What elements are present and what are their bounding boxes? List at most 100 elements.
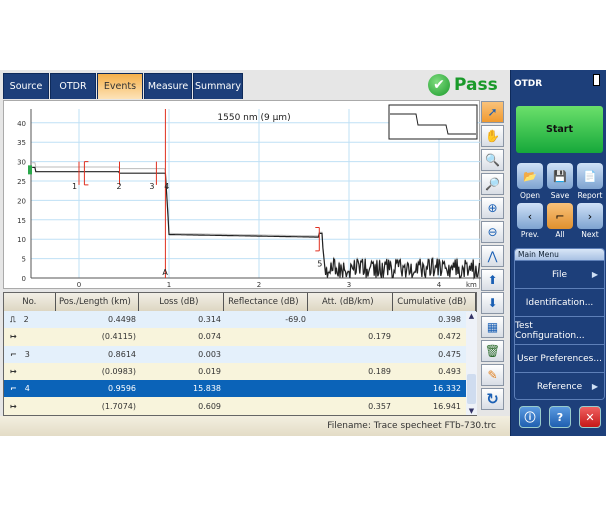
floppy-icon: 💾 bbox=[553, 170, 567, 183]
scroll-up-icon[interactable]: ▲ bbox=[466, 312, 477, 320]
zoom-event-icon[interactable]: ⋀ bbox=[481, 245, 504, 267]
table-row[interactable]: ⎍ 2 0.4498 0.314 -69.0 0.398 bbox=[4, 311, 476, 328]
menu-identification-label: Identification... bbox=[526, 298, 594, 308]
pass-status: ✔ Pass bbox=[428, 74, 498, 96]
battery-icon bbox=[593, 74, 600, 86]
save-button[interactable]: 💾 bbox=[547, 163, 573, 189]
folder-icon: 📂 bbox=[523, 170, 537, 183]
menu-user-preferences[interactable]: User Preferences... bbox=[515, 344, 604, 372]
event-label: 2 bbox=[117, 182, 122, 191]
cumulative-cell: 16.941 bbox=[395, 402, 465, 411]
col-pos[interactable]: Pos./Length (km) bbox=[56, 293, 139, 311]
zoom-area-icon[interactable]: 🔍 bbox=[481, 149, 504, 171]
exit-button[interactable]: ✕ bbox=[579, 406, 601, 428]
menu-test-configuration-label: Test Configuration... bbox=[515, 321, 604, 341]
scroll-down-icon[interactable]: ▼ bbox=[466, 407, 477, 415]
refresh-icon[interactable]: ↻ bbox=[481, 388, 504, 410]
col-reflectance[interactable]: Reflectance (dB) bbox=[224, 293, 308, 311]
otdr-trace bbox=[32, 167, 479, 278]
row-no-cell: ↦ bbox=[4, 367, 56, 376]
scroll-thumb[interactable] bbox=[467, 374, 476, 404]
event-label: 4 bbox=[164, 182, 169, 191]
loss-cell: 0.609 bbox=[140, 402, 225, 411]
menu-file[interactable]: File ▶ bbox=[515, 260, 604, 288]
event-label: 3 bbox=[149, 182, 154, 191]
tab-otdr[interactable]: OTDR bbox=[50, 73, 96, 99]
event-label: 1 bbox=[72, 182, 77, 191]
main-menu-header: Main Menu bbox=[515, 249, 604, 260]
y-tick-label: 35 bbox=[17, 139, 26, 147]
prev-button[interactable]: ‹ bbox=[517, 203, 543, 229]
cumulative-cell: 0.472 bbox=[395, 332, 465, 341]
cumulative-cell: 0.493 bbox=[395, 367, 465, 376]
event-number: 2 bbox=[24, 315, 29, 324]
x-tick-label: 0 bbox=[77, 281, 81, 289]
y-tick-label: 25 bbox=[17, 178, 26, 186]
tab-summary[interactable]: Summary bbox=[193, 73, 243, 99]
y-tick-label: 5 bbox=[22, 256, 26, 264]
row-no-cell: ↦ bbox=[4, 402, 56, 411]
menu-test-configuration[interactable]: Test Configuration... bbox=[515, 316, 604, 344]
move-down-icon[interactable]: ⬇ bbox=[481, 292, 504, 314]
col-att[interactable]: Att. (dB/km) bbox=[308, 293, 392, 311]
menu-identification[interactable]: Identification... bbox=[515, 288, 604, 316]
col-cumulative[interactable]: Cumulative (dB) bbox=[393, 293, 476, 311]
move-up-icon[interactable]: ⬆ bbox=[481, 269, 504, 291]
main-menu: Main Menu File ▶ Identification... Test C… bbox=[514, 248, 605, 400]
span-icon: ↦ bbox=[10, 402, 17, 411]
start-button[interactable]: Start bbox=[516, 106, 603, 153]
tab-events[interactable]: Events bbox=[97, 73, 143, 99]
row-no-cell: ⌐ 3 bbox=[4, 350, 56, 359]
event-number: 3 bbox=[25, 350, 30, 359]
col-no[interactable]: No. bbox=[4, 293, 56, 311]
zoom-fit-icon[interactable]: 🔎 bbox=[481, 173, 504, 195]
y-tick-label: 15 bbox=[17, 217, 26, 225]
non-reflective-event-icon: ⌐ bbox=[10, 384, 17, 393]
filename: Filename: Trace specheet FTb-730.trc bbox=[327, 421, 496, 431]
next-button[interactable]: › bbox=[577, 203, 603, 229]
all-label: All bbox=[544, 230, 576, 239]
pencil-icon[interactable]: ✎ bbox=[481, 364, 504, 386]
tab-source[interactable]: Source bbox=[3, 73, 49, 99]
table-row[interactable]: ↦ (0.4115) 0.074 0.179 0.472 bbox=[4, 328, 476, 345]
pointer-icon[interactable]: ➚ bbox=[481, 101, 504, 123]
event-table-icon[interactable]: ▦ bbox=[481, 316, 504, 338]
menu-reference[interactable]: Reference ▶ bbox=[515, 372, 604, 400]
non-reflective-event-icon: ⌐ bbox=[10, 350, 17, 359]
report-icon: 📄 bbox=[583, 170, 597, 183]
close-icon: ✕ bbox=[585, 411, 594, 424]
table-scrollbar[interactable]: ▲ ▼ bbox=[466, 312, 477, 415]
otdr-trace-graph[interactable]: 0 5 10 15 20 25 30 35 40 0 1 2 3 4 km 1550 nm (9 µm) A 1 2… bbox=[3, 100, 480, 289]
trash-icon[interactable]: 🗑 bbox=[481, 340, 504, 362]
table-row[interactable]: ↦ (0.0983) 0.019 0.189 0.493 bbox=[4, 363, 476, 380]
help-button[interactable]: ? bbox=[549, 406, 571, 428]
open-button[interactable]: 📂 bbox=[517, 163, 543, 189]
y-tick-label: 30 bbox=[17, 159, 26, 167]
arrow-right-icon: ▶ bbox=[592, 270, 598, 279]
sidebar: OTDR Start 📂 Open 💾 Save 📄 Report ‹ Prev… bbox=[510, 70, 606, 436]
reflective-event-icon: ⎍ bbox=[10, 315, 16, 325]
cursor-a-label: A bbox=[162, 268, 168, 277]
info-button[interactable]: ⓘ bbox=[519, 406, 541, 428]
help-icon: ? bbox=[557, 411, 563, 424]
report-button[interactable]: 📄 bbox=[577, 163, 603, 189]
prev-trace-icon: ‹ bbox=[528, 210, 532, 223]
pos-cell: (1.7074) bbox=[56, 402, 140, 411]
open-label: Open bbox=[514, 191, 546, 200]
x-tick-label: 3 bbox=[347, 281, 351, 289]
zoom-in-icon[interactable]: ⊕ bbox=[481, 197, 504, 219]
hand-pan-icon[interactable]: ✋ bbox=[481, 125, 504, 147]
y-tick-label: 10 bbox=[17, 236, 26, 244]
next-trace-icon: › bbox=[588, 210, 592, 223]
pos-cell: (0.0983) bbox=[56, 367, 140, 376]
table-row[interactable]: ⌐ 3 0.8614 0.003 0.475 bbox=[4, 346, 476, 363]
all-button[interactable]: ⌐ bbox=[547, 203, 573, 229]
trace-plot[interactable]: 05101520253035400 1 2 3 4 km1550 nm (9 µm)A1 2… bbox=[4, 101, 481, 290]
table-header: No. Pos./Length (km) Loss (dB) Reflectan… bbox=[4, 293, 476, 311]
tab-measure[interactable]: Measure bbox=[144, 73, 192, 99]
span-icon: ↦ bbox=[10, 367, 17, 376]
col-loss[interactable]: Loss (dB) bbox=[139, 293, 223, 311]
zoom-out-icon[interactable]: ⊖ bbox=[481, 221, 504, 243]
table-row[interactable]: ↦ (1.7074) 0.609 0.357 16.941 bbox=[4, 397, 476, 414]
table-row[interactable]: ⌐ 4 0.9596 15.838 16.332 bbox=[4, 380, 476, 397]
